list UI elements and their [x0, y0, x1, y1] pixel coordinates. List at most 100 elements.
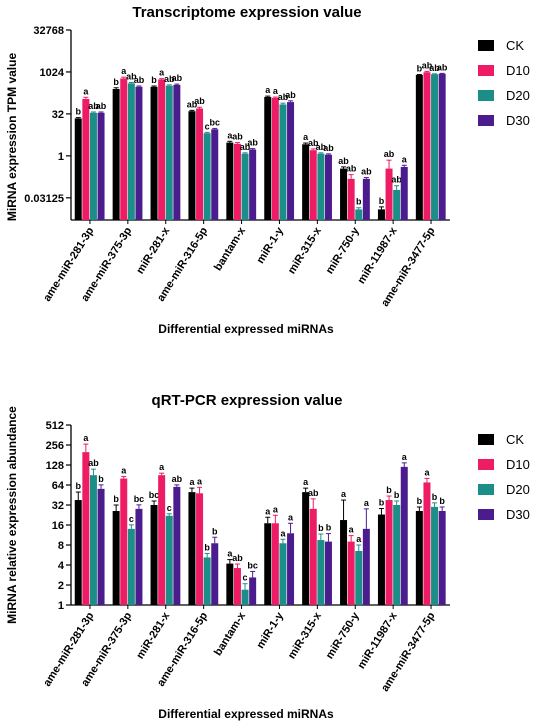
significance-label: a — [159, 68, 165, 78]
y-tick-label: 128 — [46, 460, 64, 472]
bar — [203, 557, 211, 605]
bar — [196, 493, 204, 605]
bar — [74, 118, 82, 220]
legend-label: D30 — [506, 507, 530, 522]
bar — [400, 166, 408, 220]
y-tick-label: 64 — [52, 480, 65, 492]
y-axis-title: MiRNA relative expression abundance — [5, 406, 19, 624]
x-tick-label: miR-281-x — [134, 224, 173, 276]
bar — [211, 129, 219, 220]
bar — [158, 79, 166, 220]
significance-label: c — [205, 121, 210, 131]
significance-label: b — [439, 496, 445, 506]
bar — [89, 475, 97, 605]
significance-label: ab — [232, 132, 243, 142]
y-tick-label: 32 — [52, 500, 64, 512]
bar — [112, 510, 120, 605]
legend-swatch — [478, 484, 494, 495]
significance-label: ab — [164, 74, 175, 84]
bar — [347, 541, 355, 605]
bar — [393, 189, 401, 220]
x-tick-label: miR-11987-x — [355, 224, 400, 286]
legend: CK D10 D20 D30 — [478, 38, 530, 128]
bar — [196, 108, 204, 220]
legend-label: D20 — [506, 88, 530, 103]
significance-label: bc — [247, 560, 258, 570]
bar — [355, 209, 363, 220]
y-tick-label: 4 — [58, 560, 65, 572]
bar — [120, 78, 128, 221]
bar — [173, 486, 181, 605]
legend-swatch — [478, 434, 494, 445]
y-ticks: 32768 1024 32 1 0.03125 — [24, 25, 71, 205]
bar — [233, 143, 241, 220]
bar — [393, 505, 401, 605]
legend-swatch — [478, 90, 494, 101]
y-tick-label: 0.03125 — [24, 193, 64, 205]
bar — [241, 589, 249, 605]
y-tick-label: 1 — [58, 600, 64, 612]
bar — [135, 508, 143, 605]
legend: CK D10 D20 D30 — [478, 432, 530, 522]
significance-label: b — [76, 481, 82, 491]
bar — [385, 168, 393, 220]
bar — [309, 508, 317, 605]
significance-label: c — [167, 503, 172, 513]
bar — [203, 133, 211, 220]
significance-label: ab — [240, 142, 251, 152]
bar — [362, 528, 370, 605]
significance-label: a — [197, 476, 203, 486]
bar — [400, 466, 408, 605]
legend-label: D10 — [506, 457, 530, 472]
bar — [385, 500, 393, 605]
y-tick-label: 1 — [58, 151, 64, 163]
significance-label: ab — [346, 164, 357, 174]
significance-label: ab — [187, 99, 198, 109]
y-tick-label: 2 — [58, 580, 64, 592]
bar — [287, 102, 295, 220]
bar — [347, 178, 355, 220]
significance-label: ab — [308, 488, 319, 498]
bar — [279, 543, 287, 605]
significance-label: ab — [308, 138, 319, 148]
bar — [188, 492, 196, 605]
bar — [211, 543, 219, 605]
bar — [127, 83, 135, 220]
x-tick-label: miR-1-y — [254, 609, 286, 650]
significance-label: c — [243, 573, 248, 583]
bar — [120, 478, 128, 605]
significance-label: ab — [172, 474, 183, 484]
bar — [249, 149, 257, 220]
significance-label: a — [227, 549, 233, 559]
significance-label: ab — [232, 553, 243, 563]
significance-label: b — [356, 197, 362, 207]
bar — [264, 523, 272, 605]
significance-label: b — [394, 490, 400, 500]
bar — [279, 104, 287, 220]
significance-label: ab — [429, 63, 440, 73]
bar — [302, 492, 310, 605]
significance-label: a — [121, 466, 127, 476]
significance-label: a — [121, 66, 127, 76]
legend-label: D20 — [506, 482, 530, 497]
bar — [264, 96, 272, 220]
significance-label: a — [364, 498, 370, 508]
bar — [82, 98, 90, 220]
legend-swatch — [478, 65, 494, 76]
x-tick-label: miR-750-y — [324, 609, 363, 661]
legend-label: D10 — [506, 63, 530, 78]
bar — [431, 506, 439, 605]
y-tick-label: 512 — [46, 420, 64, 432]
significance-label: b — [204, 542, 210, 552]
significance-label: a — [341, 489, 347, 499]
significance-label: b — [386, 485, 392, 495]
bar — [233, 568, 241, 605]
bar — [97, 488, 105, 605]
bar — [135, 86, 143, 220]
bar — [150, 86, 158, 220]
significance-label: b — [98, 474, 104, 484]
bar — [340, 520, 348, 605]
